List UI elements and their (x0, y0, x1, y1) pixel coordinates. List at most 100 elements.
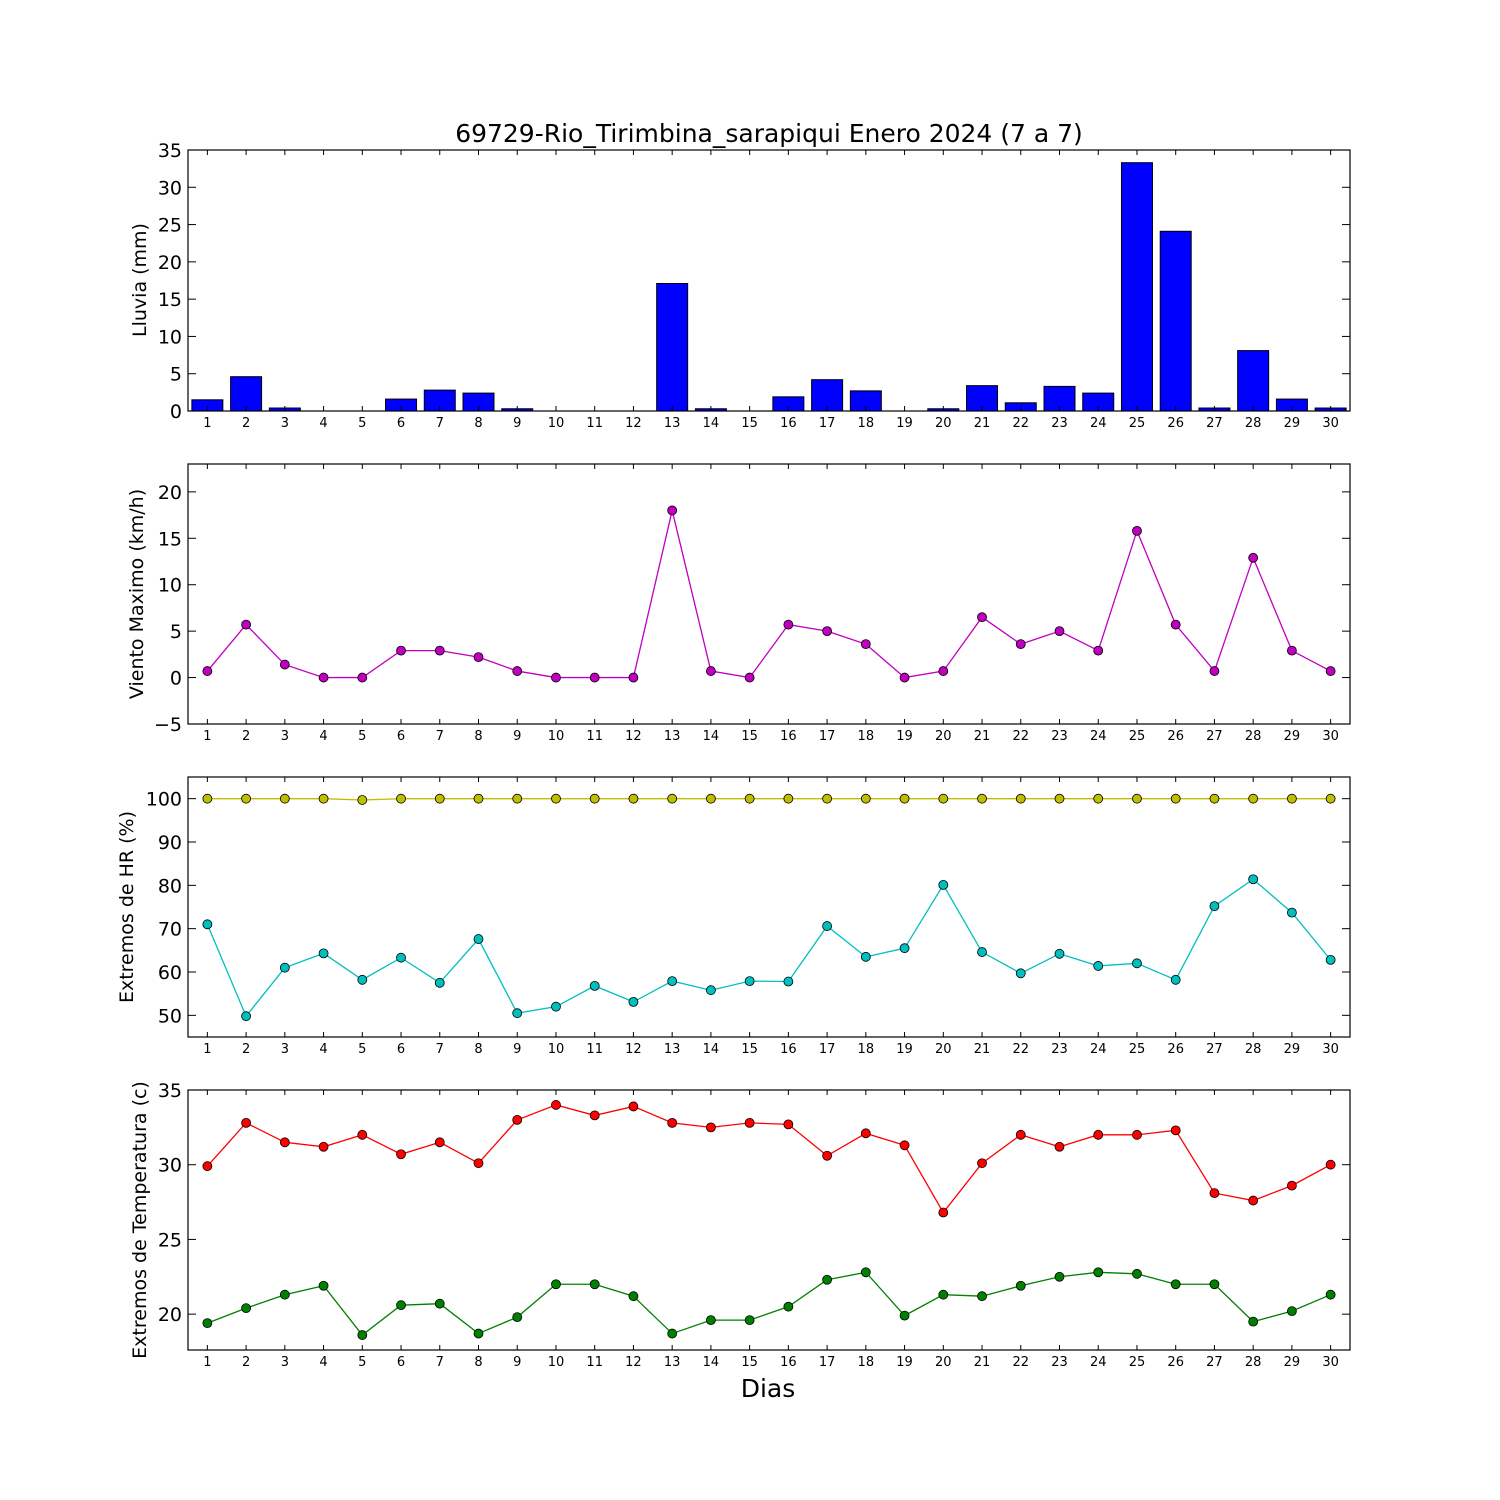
temperature-series-2-line (207, 1271, 1331, 1336)
wind-series-1-point (202, 666, 213, 676)
temperature-series-2-point (1132, 1268, 1142, 1279)
wind-x-tick-label: 8 (474, 729, 482, 744)
wind-y-tick-label: 5 (170, 621, 182, 643)
humidity-x-tick-label: 10 (548, 1042, 565, 1057)
wind-x-tick-label: 19 (896, 729, 913, 744)
humidity-x-tick-label: 1 (203, 1042, 211, 1057)
humidity-series-2-point (706, 985, 716, 996)
wind-series-1-point (1248, 552, 1259, 563)
temperature-series-2-point (667, 1328, 678, 1339)
rain-x-tick-label: 10 (548, 416, 565, 431)
wind-series-1-point (977, 612, 987, 623)
wind-x-tick-label: 21 (974, 729, 991, 744)
humidity-series-2-point (1325, 954, 1336, 965)
temperature-series-1-point (357, 1129, 368, 1140)
rain-panel: 1 2 3 4 5 6 7 8 9 10 11 12 13 14 15 16 17 18 19 20 21 22 23 24 2… (158, 140, 1351, 431)
temperature-x-tick-label: 14 (703, 1355, 720, 1370)
humidity-x-tick-label: 30 (1322, 1042, 1339, 1057)
humidity-x-tick-label: 19 (896, 1042, 913, 1057)
humidity-series-1-point (1325, 793, 1336, 804)
temperature-series-1-point (512, 1114, 523, 1125)
wind-series-1-point (1015, 639, 1026, 650)
humidity-series-2-point (396, 952, 406, 963)
humidity-series-2-point (938, 880, 949, 890)
wind-x-tick-label: 28 (1245, 729, 1262, 744)
humidity-x-tick-label: 13 (664, 1042, 681, 1057)
humidity-series-1-point (899, 793, 910, 804)
temperature-series-2-point (357, 1330, 368, 1340)
rain-x-tick-label: 28 (1245, 416, 1262, 431)
wind-series-1-point (1093, 645, 1104, 656)
rain-x-tick-label: 27 (1206, 416, 1223, 431)
humidity-series-1-line (207, 798, 1331, 801)
temperature-series-1-point (899, 1140, 910, 1151)
rain-x-tick-label: 14 (703, 416, 720, 431)
humidity-series-1-point (938, 793, 949, 804)
humidity-x-tick-label: 20 (935, 1042, 952, 1057)
temperature-x-tick-label: 3 (281, 1355, 289, 1370)
rain-y-tick-label: 30 (158, 177, 182, 199)
humidity-series-1-point (473, 793, 484, 804)
wind-x-tick-label: 12 (625, 729, 642, 744)
temperature-series-2-point (1248, 1316, 1259, 1327)
temperature-y-axis-label: Extremos de Temperatura (c) (129, 1081, 151, 1359)
rain-x-tick-label: 11 (586, 416, 603, 431)
humidity-series-2-point (512, 1008, 523, 1019)
wind-x-tick-label: 30 (1322, 729, 1339, 744)
humidity-series-1-point (977, 793, 987, 804)
temperature-series-2-point (589, 1279, 600, 1290)
wind-series-1-point (473, 652, 484, 663)
temperature-x-tick-label: 24 (1090, 1355, 1107, 1370)
temperature-x-tick-label: 5 (358, 1355, 366, 1370)
temperature-series-1-point (202, 1161, 213, 1172)
humidity-x-tick-label: 3 (281, 1042, 289, 1057)
temperature-x-tick-label: 28 (1245, 1355, 1262, 1370)
humidity-y-tick-label: 90 (158, 832, 182, 854)
wind-frame (187, 463, 1351, 725)
temperature-series-1-point (1015, 1129, 1026, 1140)
temperature-x-tick-label: 6 (397, 1355, 405, 1370)
wind-series-1-point (938, 666, 949, 676)
temperature-y-tick-label: 25 (158, 1229, 182, 1251)
rain-x-tick-label: 7 (436, 416, 444, 431)
wind-x-tick-label: 23 (1051, 729, 1068, 744)
temperature-series-1-point (977, 1158, 987, 1169)
humidity-series-1-point (357, 795, 368, 805)
temperature-series-1-point (1054, 1141, 1065, 1152)
humidity-x-tick-label: 26 (1167, 1042, 1184, 1057)
humidity-series-1-point (1170, 793, 1181, 804)
humidity-x-tick-label: 18 (858, 1042, 875, 1057)
rain-x-tick-label: 13 (664, 416, 681, 431)
temperature-x-tick-label: 27 (1206, 1355, 1223, 1370)
temperature-series-2-point (1093, 1267, 1104, 1278)
humidity-series-2-point (1132, 958, 1142, 969)
temperature-series-2-point (1209, 1279, 1220, 1290)
rain-x-tick-label: 20 (935, 416, 952, 431)
temperature-x-tick-label: 16 (780, 1355, 797, 1370)
temperature-x-tick-label: 12 (625, 1355, 642, 1370)
temperature-series-1-point (706, 1122, 716, 1133)
rain-y-tick-label: 20 (158, 252, 182, 274)
rain-y-tick-label: 0 (170, 401, 182, 423)
wind-series-1-line (206, 510, 1331, 679)
wind-x-tick-label: 16 (780, 729, 797, 744)
rain-bar (1237, 350, 1270, 412)
humidity-x-tick-label: 14 (703, 1042, 720, 1057)
temperature-series-1-point (1170, 1125, 1181, 1136)
temperature-series-1-point (1209, 1188, 1220, 1198)
humidity-y-tick-label: 100 (146, 789, 182, 811)
humidity-series-1-point (1209, 793, 1220, 804)
temperature-x-tick-label: 18 (858, 1355, 875, 1370)
rain-x-tick-label: 23 (1051, 416, 1068, 431)
humidity-x-tick-label: 2 (242, 1042, 250, 1057)
rain-x-tick-label: 8 (474, 416, 482, 431)
temperature-series-2-point (551, 1279, 561, 1290)
temperature-series-1-point (1132, 1129, 1142, 1140)
humidity-x-tick-label: 16 (780, 1042, 797, 1057)
temperature-series-1-point (1248, 1195, 1259, 1206)
temperature-series-1-point (551, 1100, 561, 1110)
rain-frame (187, 149, 1351, 412)
humidity-series-2-point (473, 934, 484, 944)
temperature-series-2-point (318, 1280, 329, 1291)
temperature-series-2-point (279, 1289, 290, 1300)
